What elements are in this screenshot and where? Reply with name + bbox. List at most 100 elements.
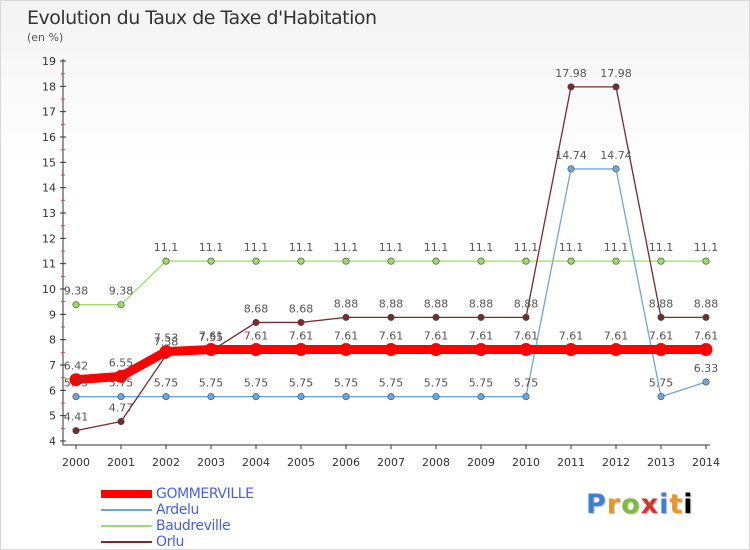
point-ardelu-2010 [522,393,530,401]
point-baudreville-2005 [297,257,305,265]
y-tick-label-6: 6 [49,384,56,397]
data-label-orlu-2010: 8.88 [514,297,539,310]
data-label-baudreville-2004: 11.1 [244,241,269,254]
point-orlu-2011 [567,83,575,91]
y-tick-label-16: 16 [42,131,56,144]
data-label-gommerville-2007: 7.61 [379,330,404,343]
data-label-baudreville-2005: 11.1 [289,241,314,254]
point-ardelu-2006 [342,393,350,401]
x-tick-label-2006: 2006 [332,456,360,469]
point-ardelu-2007 [387,393,395,401]
point-orlu-2005 [297,318,305,326]
legend-label-baudreville: Baudreville [156,517,231,534]
data-label-orlu-2006: 8.88 [334,297,359,310]
data-label-baudreville-2002: 11.1 [154,241,179,254]
data-label-ardelu-2010: 5.75 [514,377,539,390]
x-tick-label-2008: 2008 [422,456,450,469]
x-tick-label-2003: 2003 [197,456,225,469]
data-label-baudreville-2007: 11.1 [379,241,404,254]
x-tick-label-2007: 2007 [377,456,405,469]
data-label-ardelu-2007: 5.75 [379,377,404,390]
data-label-ardelu-2003: 5.75 [199,377,224,390]
y-tick-label-12: 12 [42,232,56,245]
point-ardelu-2001 [117,393,125,401]
data-label-ardelu-2001: 5.75 [109,377,134,390]
x-tick-label-2012: 2012 [602,456,630,469]
y-tick-label-9: 9 [49,308,56,321]
data-label-ardelu-2005: 5.75 [289,377,314,390]
y-tick-label-19: 19 [42,55,56,68]
x-tick-label-2001: 2001 [107,456,135,469]
data-label-baudreville-2000: 9.38 [64,285,89,298]
data-label-baudreville-2003: 11.1 [199,241,224,254]
point-gommerville-2011 [564,343,578,357]
data-label-baudreville-2011: 11.1 [559,241,584,254]
data-label-baudreville-2006: 11.1 [334,241,359,254]
point-orlu-2009 [477,313,485,321]
point-gommerville-2007 [384,343,398,357]
point-baudreville-2002 [162,257,170,265]
point-gommerville-2004 [249,343,263,357]
y-tick-label-4: 4 [49,435,56,448]
point-ardelu-2002 [162,393,170,401]
point-ardelu-2003 [207,393,215,401]
data-label-ardelu-2011: 14.74 [555,149,587,162]
point-baudreville-2008 [432,257,440,265]
data-label-orlu-2005: 8.68 [289,302,314,315]
data-label-baudreville-2013: 11.1 [649,241,674,254]
y-tick-label-17: 17 [42,106,56,119]
point-gommerville-2005 [294,343,308,357]
y-tick-label-8: 8 [49,334,56,347]
x-tick-label-2004: 2004 [242,456,270,469]
point-baudreville-2004 [252,257,260,265]
data-label-gommerville-2013: 7.61 [649,330,674,343]
point-orlu-2012 [612,83,620,91]
y-tick-label-15: 15 [42,156,56,169]
data-label-orlu-2014: 8.88 [694,297,719,310]
point-gommerville-2003 [204,343,218,357]
legend-swatch-baudreville [101,525,152,527]
data-label-gommerville-2014: 7.61 [694,330,719,343]
data-label-orlu-2012: 17.98 [600,67,632,80]
series-line-ardelu [76,168,707,398]
point-ardelu-2005 [297,393,305,401]
legend-swatch-orlu [101,541,152,543]
data-label-orlu-2004: 8.68 [244,302,269,315]
point-baudreville-2012 [612,257,620,265]
point-gommerville-2014 [699,343,713,357]
point-gommerville-2012 [609,343,623,357]
point-ardelu-2008 [432,393,440,401]
x-tick-label-2010: 2010 [512,456,540,469]
data-label-ardelu-2009: 5.75 [469,377,494,390]
x-tick-label-2011: 2011 [557,456,585,469]
legend-item-ardelu: Ardelu [101,502,254,518]
data-label-ardelu-2006: 5.75 [334,377,359,390]
data-label-orlu-2002: 7.38 [154,335,179,348]
data-label-gommerville-2009: 7.61 [469,330,494,343]
point-baudreville-2013 [657,257,665,265]
point-gommerville-2010 [519,343,533,357]
data-label-gommerville-2008: 7.61 [424,330,449,343]
point-baudreville-2001 [117,301,125,309]
data-label-baudreville-2001: 9.38 [109,285,134,298]
legend-swatch-ardelu [101,509,152,511]
x-tick-label-2000: 2000 [62,456,90,469]
y-tick-label-7: 7 [49,359,56,372]
point-baudreville-2011 [567,257,575,265]
point-ardelu-2011 [567,165,575,173]
point-baudreville-2009 [477,257,485,265]
x-tick-label-2005: 2005 [287,456,315,469]
point-orlu-2001 [117,417,125,425]
point-baudreville-2007 [387,257,395,265]
legend-item-gommerville: GOMMERVILLE [101,486,254,502]
chart-unit: (en %) [27,31,64,44]
data-label-ardelu-2000: 5.75 [64,377,89,390]
point-baudreville-2014 [702,257,710,265]
data-label-gommerville-2012: 7.61 [604,330,629,343]
point-orlu-2014 [702,313,710,321]
legend-label-orlu: Orlu [156,533,184,550]
data-label-ardelu-2008: 5.75 [424,377,449,390]
point-baudreville-2003 [207,257,215,265]
point-ardelu-2000 [72,393,80,401]
